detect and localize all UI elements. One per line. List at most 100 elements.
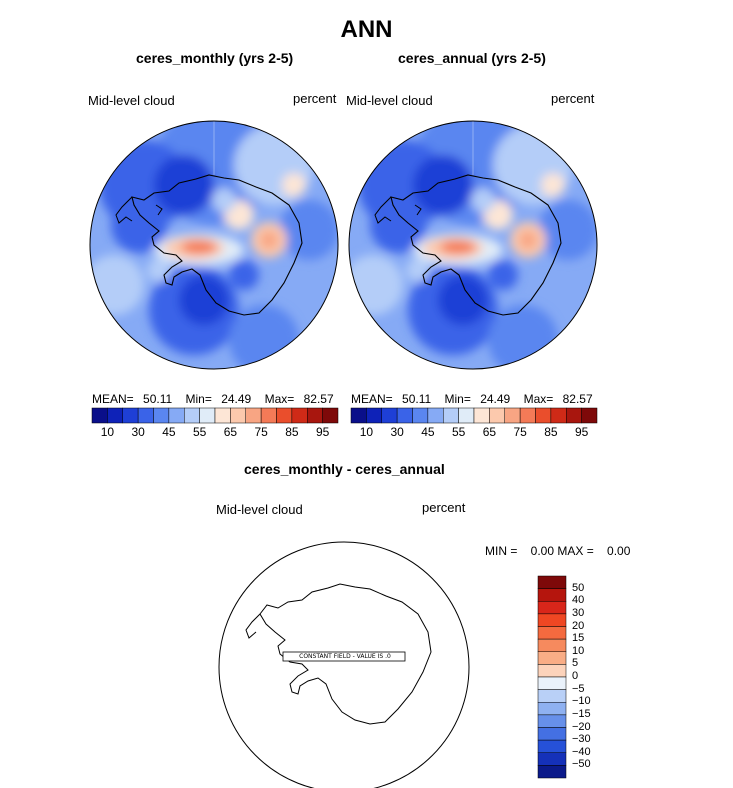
panel2-max-value: 82.57 [562,392,593,406]
panel2-colorbar-swatch [396,407,413,424]
diff-colorbar-swatch [537,664,567,678]
panel2-colorbar-tick-label: 65 [482,425,497,439]
panel1-max-value: 82.57 [303,392,334,406]
panel2-colorbar-swatch [535,407,552,424]
panel1-colorbar-swatch [122,407,139,424]
diff-colorbar-swatch [537,676,567,690]
constant-field-label: CONSTANT FIELD - VALUE IS .0 [299,653,391,660]
panel1-stats: MEAN= 50.11 Min= 24.49 Max= 82.57 [92,392,334,406]
diff-colorbar-tick-label: 15 [572,632,585,645]
panel1-colorbar-swatch [214,407,231,424]
panel2-mean-value: 50.11 [402,392,432,406]
diff-minmax: MIN = 0.00 MAX = 0.00 [485,544,631,558]
diff-map [218,541,470,788]
diff-colorbar-tick-label: 20 [572,619,585,632]
panel1-colorbar-swatch [199,407,216,424]
panel1-colorbar-tick-label: 75 [254,425,268,439]
panel2-colorbar-tick-label: 75 [513,425,527,439]
diff-colorbar-tick-label: 30 [572,606,585,619]
panel2-colorbar-tick-label: 55 [451,425,466,439]
diff-colorbar-tick-label: −40 [572,745,591,758]
panel1-colorbar-swatch [245,407,262,424]
panel1-colorbar-swatch [137,407,154,424]
diff-colorbar-tick-label: −10 [572,695,591,708]
panel1-colorbar-swatch [168,407,185,424]
panel2-map [343,105,603,375]
diff-colorbar-swatch [537,613,567,627]
diff-colorbar-swatch [537,638,567,652]
diff-colorbar [537,575,567,779]
panel2-field-label: Mid-level cloud [346,93,433,108]
panel1-colorbar-tick-label: 30 [131,425,145,439]
diff-colorbar-swatch [537,739,567,753]
diff-colorbar-swatch [537,752,567,766]
panel1-colorbar-swatch [230,407,246,424]
diff-colorbar-tick-label: 0 [572,670,579,682]
panel2-colorbar-swatch [489,407,505,424]
diff-colorbar-swatch [537,727,567,741]
panel1-colorbar-swatch [153,407,170,424]
panel2-colorbar-swatch [581,407,598,424]
panel1-map-border [89,120,339,370]
panel1-colorbar-tick-label: 45 [162,425,176,439]
panel1-colorbar-swatch [291,407,308,424]
panel2-units-label: percent [551,91,595,106]
panel2-stats: MEAN= 50.11 Min= 24.49 Max= 82.57 [351,392,593,406]
panel1-min-label: Min= [185,392,212,406]
diff-colorbar-tick-label: 50 [572,581,585,594]
panel1-colorbar-tick-label: 65 [223,425,238,439]
panel2-mean-label: MEAN= [351,392,393,406]
panel1-colorbar-swatch [307,407,323,424]
panel2-colorbar-tick-label: 10 [359,425,374,439]
panel1-colorbar [91,407,339,424]
panel1-colorbar-swatch [276,407,293,424]
panel1-max-label: Max= [264,392,295,406]
panel1-colorbar-tick-label: 95 [315,425,330,439]
panel2-colorbar-swatch [443,407,459,424]
panel2-map-border [348,120,598,370]
diff-colorbar-swatch [537,575,567,589]
panel2-colorbar-swatch [412,407,429,424]
diff-colorbar-swatch [537,626,567,640]
panel1-min-value: 24.49 [221,392,252,406]
panel1-colorbar-swatch [260,407,277,424]
diff-subtitle: ceres_monthly - ceres_annual [244,461,445,477]
panel2-colorbar-swatch [381,407,398,424]
panel1-colorbar-tick-label: 85 [285,425,299,439]
panel2-colorbar-swatch [473,407,490,424]
panel1-colorbar-swatch [107,407,123,424]
diff-colorbar-swatch [537,714,567,728]
panel1-units-label: percent [293,91,337,106]
panel2-min-label: Min= [444,392,471,406]
panel2-colorbar-tick-label: 45 [421,425,435,439]
panel1-colorbar-tick-label: 10 [100,425,115,439]
diff-colorbar-tick-label: 40 [572,594,585,607]
panel1-subtitle: ceres_monthly (yrs 2-5) [136,50,294,66]
diff-field-label: Mid-level cloud [216,502,303,517]
panel2-min-value: 24.49 [480,392,511,406]
panel1-colorbar-swatch [91,407,108,424]
diff-colorbar-swatch [537,689,567,703]
panel2-colorbar-swatch [504,407,521,424]
panel2-colorbar-swatch [366,407,382,424]
panel2-colorbar-swatch [350,407,367,424]
panel2-colorbar-swatch [519,407,536,424]
panel2-colorbar [350,407,598,424]
diff-colorbar-tick-label: −5 [572,682,585,695]
panel2-colorbar-tick-label: 85 [544,425,558,439]
diff-colorbar-tick-label: 5 [572,657,579,670]
panel1-colorbar-swatch [322,407,339,424]
diff-colorbar-tick-label: 10 [572,644,585,657]
panel2-colorbar-tick-label: 30 [390,425,404,439]
diff-colorbar-swatch [537,765,567,779]
panel1-mean-label: MEAN= [92,392,134,406]
diff-colorbar-swatch [537,651,567,665]
diff-colorbar-swatch [537,702,567,716]
panel2-colorbar-swatch [427,407,444,424]
panel2-colorbar-tick-label: 95 [574,425,589,439]
panel1-colorbar-tick-label: 55 [192,425,207,439]
page-title: ANN [340,16,393,43]
diff-colorbar-tick-label: −20 [572,720,591,733]
diff-colorbar-tick-label: −30 [572,733,591,746]
